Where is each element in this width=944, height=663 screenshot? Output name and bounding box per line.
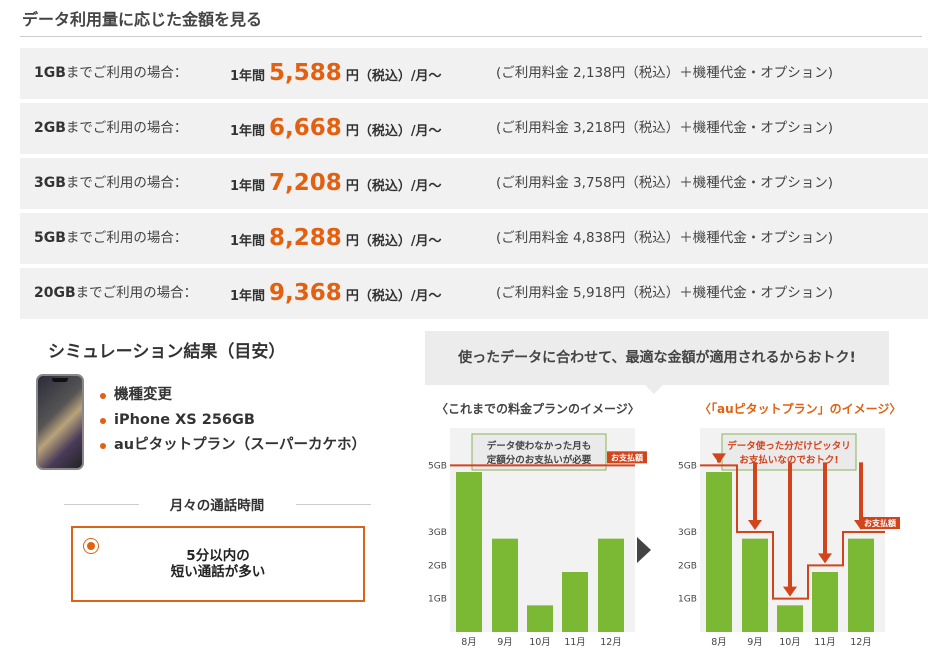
payment-label-bg bbox=[860, 517, 900, 529]
banner-pointer bbox=[645, 385, 663, 394]
radio-selected-icon[interactable] bbox=[83, 538, 99, 554]
price-row-label: 1GBまでご利用の場合： bbox=[34, 65, 188, 81]
x-tick-label: 9月 bbox=[497, 637, 513, 648]
chart-callout-text: データ使った分だけピッタリ bbox=[727, 440, 851, 452]
y-tick-label: 2GB bbox=[678, 561, 697, 571]
y-tick-label: 2GB bbox=[428, 561, 447, 571]
x-tick-label: 11月 bbox=[814, 637, 836, 648]
down-arrow-head-icon bbox=[748, 520, 762, 530]
chart-bar bbox=[777, 605, 803, 632]
price-amount: 6,668 bbox=[269, 115, 342, 141]
iphone-image bbox=[36, 374, 84, 470]
chart-bar bbox=[598, 538, 624, 632]
simulation-item-contract: 機種変更 bbox=[100, 383, 366, 408]
price-row-detail: (ご利用料金 3,218円（税込）＋機種代金・オプション) bbox=[496, 120, 833, 136]
bullet-icon bbox=[100, 393, 106, 399]
title-divider bbox=[20, 36, 922, 37]
chart-callout-text: お支払いなのでおトク! bbox=[739, 454, 838, 466]
price-row-price: 1年間 8,288 円（税込）/月〜 bbox=[230, 225, 442, 251]
price-row-detail: (ご利用料金 3,758円（税込）＋機種代金・オプション) bbox=[496, 175, 833, 191]
simulation-item-device: iPhone XS 256GB bbox=[100, 408, 366, 433]
chart-bar bbox=[527, 605, 553, 632]
price-row-price: 1年間 7,208 円（税込）/月〜 bbox=[230, 170, 442, 196]
x-tick-label: 12月 bbox=[600, 637, 622, 648]
chart-callout-text: データ使わなかった月も bbox=[487, 440, 592, 452]
call-option-short[interactable]: 5分以内の 短い通話が多い bbox=[71, 526, 365, 602]
bullet-icon bbox=[100, 418, 106, 424]
simulation-title: シミュレーション結果（目安） bbox=[48, 342, 286, 362]
down-arrow-head-icon bbox=[712, 453, 726, 464]
chart-bar bbox=[492, 538, 518, 632]
chart-bar bbox=[562, 572, 588, 632]
info-banner: 使ったデータに合わせて、最適な金額が適用されるからおトク! bbox=[425, 331, 889, 385]
y-tick-label: 5GB bbox=[428, 461, 447, 471]
price-row-detail: (ご利用料金 2,138円（税込）＋機種代金・オプション) bbox=[496, 65, 833, 81]
down-arrow-head-icon bbox=[818, 553, 832, 564]
price-row-label: 5GBまでご利用の場合： bbox=[34, 230, 188, 246]
next-arrow-icon bbox=[637, 537, 651, 563]
chart-bar bbox=[742, 538, 768, 632]
price-row: 5GBまでご利用の場合： 1年間 8,288 円（税込）/月〜 (ご利用料金 4,838… bbox=[20, 213, 928, 264]
chart-bar bbox=[812, 572, 838, 632]
x-tick-label: 10月 bbox=[529, 637, 551, 648]
divider-right bbox=[296, 504, 371, 505]
price-row: 1GBまでご利用の場合： 1年間 5,588 円（税込）/月〜 (ご利用料金 2,138… bbox=[20, 48, 928, 99]
y-tick-label: 3GB bbox=[678, 528, 697, 538]
payment-label: お支払額 bbox=[864, 518, 896, 528]
simulation-item-plan: auピタットプラン（スーパーカケホ） bbox=[100, 433, 366, 458]
price-row: 2GBまでご利用の場合： 1年間 6,668 円（税込）/月〜 (ご利用料金 3,218… bbox=[20, 103, 928, 154]
x-tick-label: 8月 bbox=[461, 637, 477, 648]
pitatto-plan-chart-title: 〈「auピタットプラン」のイメージ〉 bbox=[699, 402, 902, 416]
x-tick-label: 11月 bbox=[564, 637, 586, 648]
y-tick-label: 1GB bbox=[678, 595, 697, 605]
y-tick-label: 1GB bbox=[428, 595, 447, 605]
price-amount: 9,368 bbox=[269, 280, 342, 306]
chart-bar bbox=[456, 472, 482, 632]
price-amount: 5,588 bbox=[269, 60, 342, 86]
price-row: 20GBまでご利用の場合： 1年間 9,368 円（税込）/月〜 (ご利用料金 5,91… bbox=[20, 268, 928, 319]
price-row-detail: (ご利用料金 5,918円（税込）＋機種代金・オプション) bbox=[496, 285, 833, 301]
x-tick-label: 10月 bbox=[779, 637, 801, 648]
payment-label: お支払額 bbox=[611, 452, 643, 462]
old-plan-chart-title: 〈これまでの料金プランのイメージ〉 bbox=[436, 402, 640, 416]
down-arrow-head-icon bbox=[783, 586, 797, 597]
price-row-price: 1年間 9,368 円（税込）/月〜 bbox=[230, 280, 442, 306]
price-row: 3GBまでご利用の場合： 1年間 7,208 円（税込）/月〜 (ご利用料金 3,758… bbox=[20, 158, 928, 209]
x-tick-label: 9月 bbox=[747, 637, 763, 648]
price-table: 1GBまでご利用の場合： 1年間 5,588 円（税込）/月〜 (ご利用料金 2,138… bbox=[20, 48, 928, 323]
chart-callout-box bbox=[471, 433, 607, 471]
x-tick-label: 8月 bbox=[711, 637, 727, 648]
price-amount: 8,288 bbox=[269, 225, 342, 251]
call-option-label: 5分以内の 短い通話が多い bbox=[170, 548, 266, 580]
price-row-detail: (ご利用料金 4,838円（税込）＋機種代金・オプション) bbox=[496, 230, 833, 246]
price-amount: 7,208 bbox=[269, 170, 342, 196]
price-row-label: 3GBまでご利用の場合： bbox=[34, 175, 188, 191]
chart-callout-text: 定額分のお支払いが必要 bbox=[486, 454, 592, 466]
divider-left bbox=[64, 504, 139, 505]
price-row-label: 2GBまでご利用の場合： bbox=[34, 120, 188, 136]
section-title: データ利用量に応じた金額を見る bbox=[22, 10, 263, 29]
price-row-label: 20GBまでご利用の場合： bbox=[34, 285, 198, 301]
chart-bar bbox=[706, 472, 732, 632]
price-row-price: 1年間 6,668 円（税込）/月〜 bbox=[230, 115, 442, 141]
simulation-list: 機種変更 iPhone XS 256GB auピタットプラン（スーパーカケホ） bbox=[100, 383, 366, 458]
price-row-price: 1年間 5,588 円（税込）/月〜 bbox=[230, 60, 442, 86]
x-tick-label: 12月 bbox=[850, 637, 872, 648]
bullet-icon bbox=[100, 443, 106, 449]
payment-label-bg bbox=[607, 451, 647, 464]
call-time-title: 月々の通話時間 bbox=[169, 498, 265, 514]
chart-bar bbox=[848, 538, 874, 632]
y-tick-label: 5GB bbox=[678, 461, 697, 471]
y-tick-label: 3GB bbox=[428, 528, 447, 538]
payment-step-line bbox=[700, 464, 885, 600]
